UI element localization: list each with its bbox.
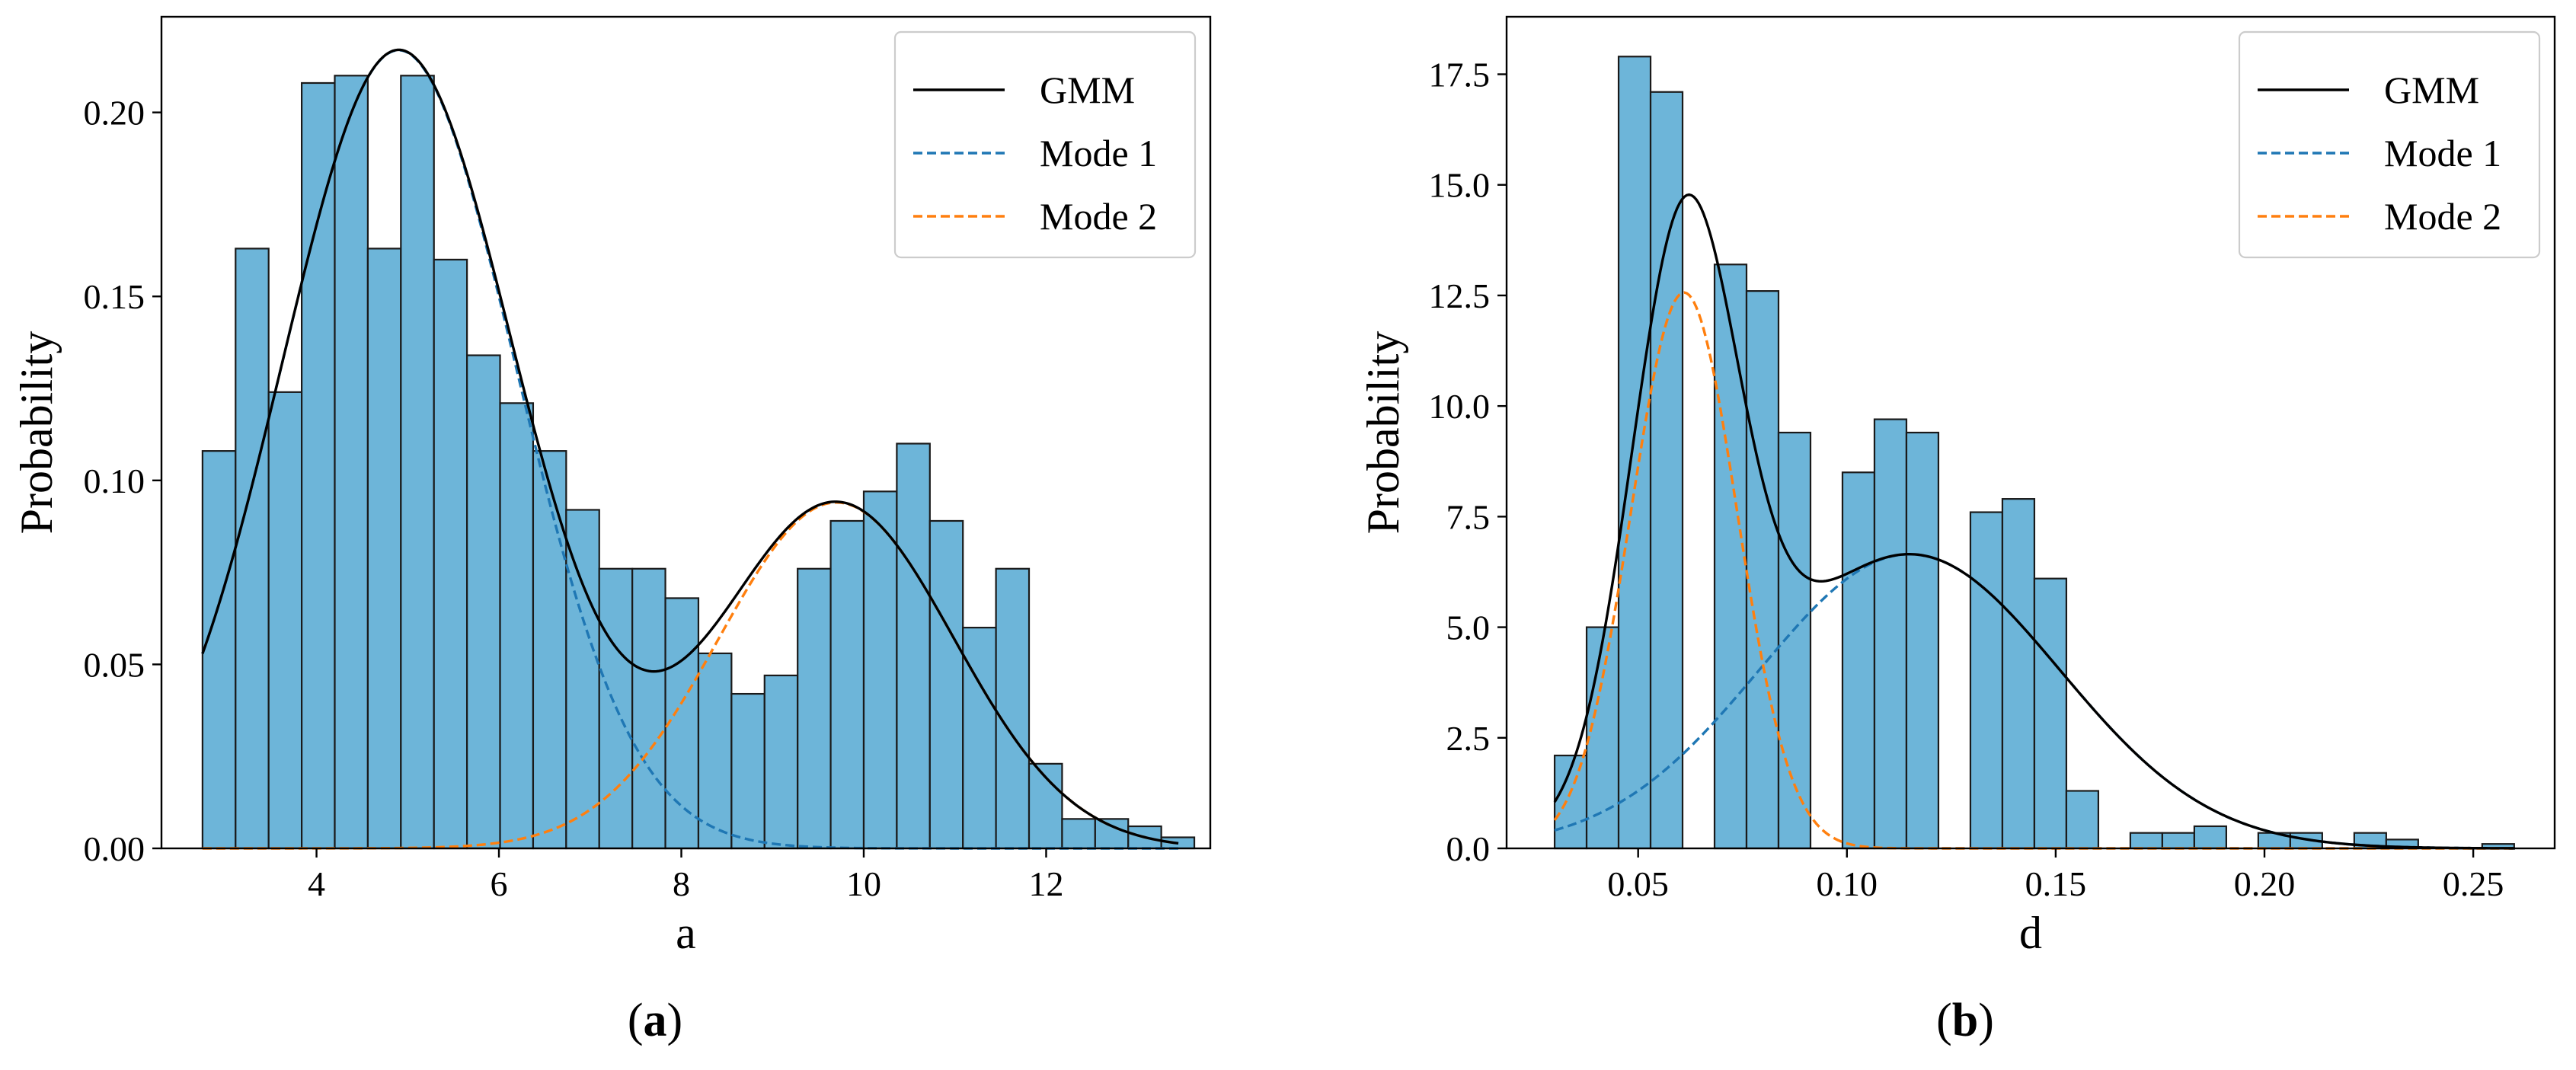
legend-a: GMM Mode 1 Mode 2 <box>893 30 1197 259</box>
bars-a <box>201 75 1196 850</box>
histogram-bar-a <box>896 442 931 850</box>
histogram-bar-b <box>2065 790 2100 850</box>
curve-gmm-a <box>201 48 1179 845</box>
x-tick-label-b: 0.05 <box>1607 864 1669 903</box>
histogram-bar-b <box>2161 832 2195 850</box>
y-tick-label-a: 0.15 <box>84 277 145 316</box>
y-axis-label-b: Probability <box>1358 331 1408 535</box>
histogram-bar-b <box>1905 431 1940 850</box>
legend-label-mode-2: Mode 2 <box>1040 195 1157 238</box>
histogram-bar-a <box>400 75 435 850</box>
x-axis-label-b: d <box>2019 908 2042 958</box>
histogram-bar-a <box>235 248 270 850</box>
y-tick-label-b: 10.0 <box>1429 387 1491 426</box>
histogram-bar-a <box>862 490 898 850</box>
y-tick-label-a: 0.05 <box>84 645 145 684</box>
histogram-bar-a <box>1094 818 1130 850</box>
caption-a-text: (a) <box>627 995 683 1046</box>
x-tick-label-b: 0.10 <box>1817 864 1878 903</box>
y-tick-label-a: 0.10 <box>84 462 145 500</box>
histogram-bar-b <box>1873 418 1908 850</box>
histogram-bar-b <box>1649 91 1684 850</box>
y-tick-label-b: 7.5 <box>1446 497 1491 536</box>
legend-label-mode-1: Mode 1 <box>1040 132 1157 174</box>
x-tick-label-b: 0.20 <box>2234 864 2296 903</box>
legend-label-mode-2: Mode 2 <box>2384 195 2501 238</box>
plot-frame-b <box>1505 15 2556 850</box>
figure-panel-a: 4 6 8 10 12 0.00 0.05 0.10 0.15 0.20 a Probability G… <box>11 15 1212 1048</box>
legend-label-gmm: GMM <box>2384 69 2479 111</box>
histogram-chart-a: 4 6 8 10 12 0.00 0.05 0.10 0.15 0.20 a Probability G… <box>11 15 1212 958</box>
x-tick-label-a: 4 <box>308 864 325 903</box>
histogram-bar-a <box>1061 818 1096 850</box>
histogram-bar-a <box>334 75 369 850</box>
y-tick-label-b: 17.5 <box>1429 56 1491 94</box>
curve-gmm-b <box>1553 193 2515 850</box>
y-axis-label-a: Probability <box>11 331 62 535</box>
histogram-bar-b <box>1777 431 1812 850</box>
histogram-chart-b: 0.05 0.10 0.15 0.20 0.25 0.0 2.5 5.0 7.5 10.0 12.5… <box>1358 15 2556 958</box>
caption-a: (a) <box>541 994 769 1048</box>
histogram-bar-b <box>1617 56 1652 850</box>
legend-b: GMM Mode 1 Mode 2 <box>2238 30 2541 259</box>
histogram-bar-a <box>300 81 336 850</box>
legend-label-mode-1: Mode 1 <box>2384 132 2501 174</box>
histogram-bar-b <box>1969 511 2004 850</box>
histogram-bar-a <box>797 567 832 850</box>
histogram-bar-a <box>730 692 765 850</box>
y-tick-label-a: 0.20 <box>84 94 145 133</box>
legend-box-b <box>2238 30 2541 259</box>
histogram-bar-b <box>2193 825 2227 850</box>
histogram-bar-a <box>499 402 535 850</box>
x-tick-label-a: 10 <box>846 864 881 903</box>
x-axis-label-a: a <box>676 908 696 958</box>
curves-a <box>201 48 1179 850</box>
x-tick-label-a: 12 <box>1028 864 1063 903</box>
histogram-bar-a <box>664 597 700 850</box>
legend-box-a <box>893 30 1197 259</box>
histogram-bar-b <box>1841 471 1876 850</box>
bars-b <box>1553 56 2515 850</box>
y-tick-label-a: 0.00 <box>84 829 145 868</box>
plot-frame-a <box>160 15 1212 850</box>
y-tick-label-b: 0.0 <box>1446 829 1491 868</box>
histogram-bar-a <box>829 519 865 850</box>
histogram-bar-a <box>201 450 237 850</box>
curve-mode-1-b <box>1554 553 2515 850</box>
x-tick-label-b: 0.25 <box>2443 864 2504 903</box>
x-tick-label-a: 8 <box>673 864 690 903</box>
y-tick-label-b: 12.5 <box>1429 276 1491 315</box>
histogram-bar-a <box>466 354 501 850</box>
histogram-bar-a <box>433 258 468 850</box>
histogram-bar-b <box>2033 577 2068 850</box>
figure-panel-b: 0.05 0.10 0.15 0.20 0.25 0.0 2.5 5.0 7.5 10.0 12.5… <box>1288 0 2576 1070</box>
histogram-bar-a <box>267 391 303 850</box>
histogram-bar-a <box>763 674 799 850</box>
legend-label-gmm: GMM <box>1040 69 1135 111</box>
caption-b-text: (b) <box>1936 995 1994 1046</box>
x-tick-label-b: 0.15 <box>2025 864 2087 903</box>
x-tick-label-a: 6 <box>491 864 508 903</box>
y-tick-label-b: 2.5 <box>1446 719 1491 758</box>
y-tick-label-b: 15.0 <box>1429 166 1491 205</box>
histogram-bar-b <box>1585 626 1620 850</box>
caption-b: (b) <box>1851 994 2079 1048</box>
histogram-bar-a <box>366 248 402 850</box>
histogram-bar-b <box>1713 264 1748 850</box>
histogram-bar-a <box>995 567 1031 850</box>
histogram-bar-b <box>2129 832 2164 850</box>
histogram-bar-a <box>928 519 964 850</box>
histogram-bar-a <box>532 450 567 850</box>
histogram-bar-b <box>1745 290 1780 850</box>
histogram-bar-b <box>2001 498 2036 850</box>
y-tick-label-b: 5.0 <box>1446 608 1491 647</box>
histogram-bar-a <box>565 509 600 850</box>
histogram-bar-a <box>697 652 733 850</box>
histogram-bar-a <box>631 567 666 850</box>
